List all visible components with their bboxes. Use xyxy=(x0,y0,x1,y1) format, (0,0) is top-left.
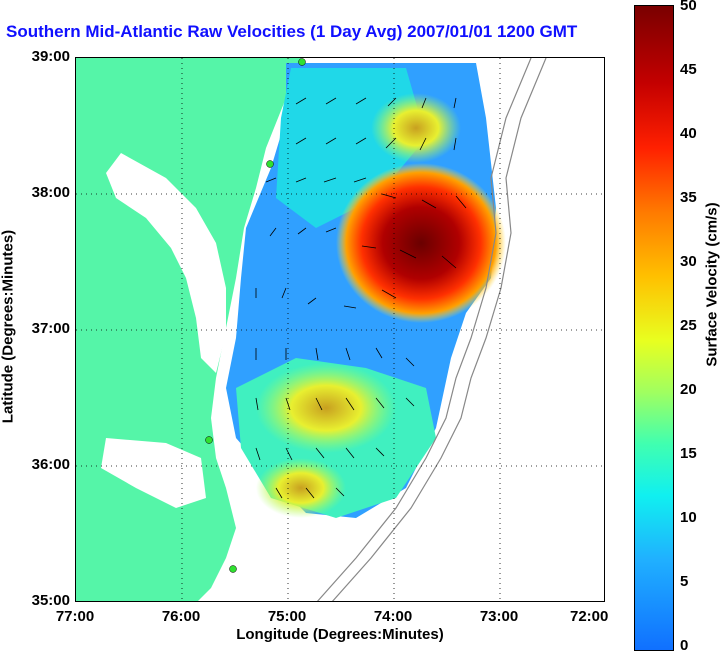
chesapeake-bay xyxy=(106,153,226,373)
x-tick: 76:00 xyxy=(161,608,201,625)
velocity-map xyxy=(76,58,604,601)
sound xyxy=(101,438,206,508)
x-tick: 75:00 xyxy=(267,608,307,625)
colorbar-tick: 0 xyxy=(680,637,689,654)
colorbar-tick: 25 xyxy=(680,317,697,334)
map-title: Southern Mid-Atlantic Raw Velocities (1 … xyxy=(6,22,578,41)
y-tick: 36:00 xyxy=(31,456,70,473)
colorbar-tick: 5 xyxy=(680,573,689,590)
colorbar-label: Surface Velocity (cm/s) xyxy=(703,202,721,367)
x-tick: 77:00 xyxy=(55,608,95,625)
colorbar-tick: 30 xyxy=(680,253,697,270)
depth-contour xyxy=(331,58,547,601)
depth-contour xyxy=(316,58,532,601)
x-axis-label: Longitude (Degrees:Minutes) xyxy=(236,626,444,643)
y-tick: 39:00 xyxy=(31,48,70,65)
velocity-vectors xyxy=(255,97,467,499)
y-tick: 35:00 xyxy=(31,592,70,609)
colorbar-tick: 20 xyxy=(680,381,697,398)
colorbar-tick: 15 xyxy=(680,445,697,462)
x-tick: 73:00 xyxy=(479,608,519,625)
colorbar-tick: 50 xyxy=(680,0,697,14)
y-tick: 38:00 xyxy=(31,184,70,201)
x-tick: 74:00 xyxy=(373,608,413,625)
radar-stations xyxy=(205,58,306,573)
colorbar-tick: 45 xyxy=(680,61,697,78)
colorbar-tick: 10 xyxy=(680,509,697,526)
x-tick: 72:00 xyxy=(570,608,609,625)
y-axis-label: Latitude (Degrees:Minutes) xyxy=(0,229,17,424)
colorbar xyxy=(634,5,674,651)
grid-lines xyxy=(76,58,604,601)
colorbar-tick: 35 xyxy=(680,189,697,206)
y-tick: 37:00 xyxy=(31,320,70,337)
colorbar-tick: 40 xyxy=(680,125,697,142)
map-plot-area xyxy=(75,57,605,602)
